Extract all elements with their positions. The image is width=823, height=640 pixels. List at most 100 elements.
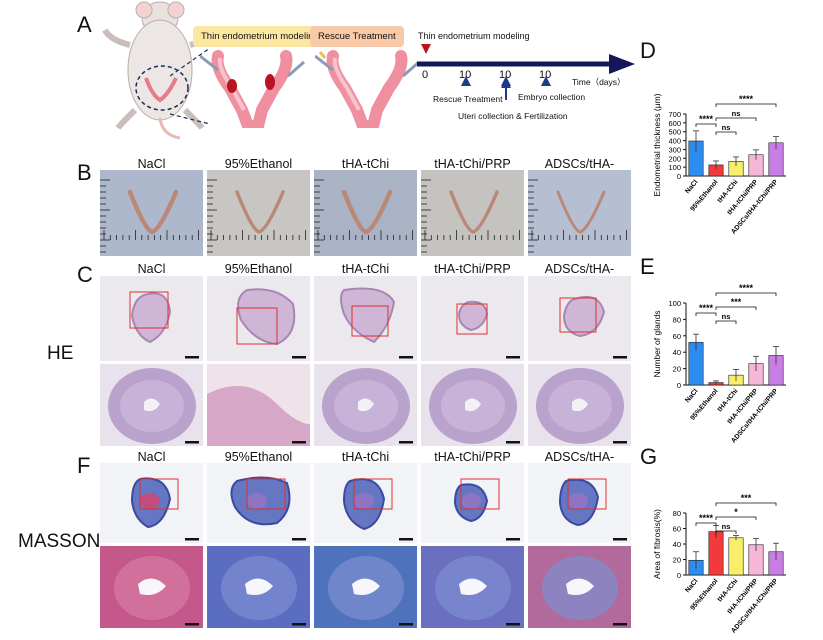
group-title: tHA-tChi [341,450,390,464]
significance-label: ns [732,109,741,118]
panel-letter-b: B [77,160,92,185]
significance-bracket [715,306,757,310]
group-title: 95%Ethanol [224,262,293,276]
significance-label: **** [699,303,714,313]
he-low-mag [207,276,310,361]
gross-photo [207,170,310,256]
y-tick-label: 500 [668,128,681,137]
significance-label: ns [722,123,731,132]
he-low-mag [421,276,524,361]
he-high-mag [314,364,417,446]
y-tick-label: 300 [668,145,681,154]
chart-g: 0 20 40 60 80 Area of fibrosis(%) NaCl 95%Ethan… [648,485,818,640]
he-high-mag [528,364,631,446]
gross-photo [100,170,203,256]
group-title: NaCl [137,157,166,171]
significance-bracket [695,123,717,127]
rescue-pill: Rescue Treatment [310,26,404,47]
masson-low-mag [100,463,203,543]
panel-letter-c: C [77,262,93,287]
y-tick-label: 40 [673,348,681,357]
panel-letter-f: F [77,453,91,478]
embryo-collection-note: Embryo collection [518,92,586,102]
gross-photo [314,170,417,256]
group-title: NaCl [137,450,166,464]
uterus-treated-illustration [314,48,420,132]
group-title: tHA-tChi/PRP [434,157,511,171]
significance-label: **** [699,114,714,124]
significance-bracket [715,117,757,121]
he-low-mag [528,276,631,361]
y-tick-label: 400 [668,137,681,146]
panel-letter-e: E [640,254,655,279]
y-tick-label: 100 [668,163,681,172]
stain-label-he: HE [47,343,74,364]
significance-label: * [734,507,738,517]
significance-label: **** [739,283,754,293]
group-title: 95%Ethanol [224,450,293,464]
masson-high-mag [100,546,203,628]
modeling-pill: Thin endometrium modeling [193,26,327,47]
y-tick-label: 0 [677,571,681,580]
panel-letter-g: G [640,444,658,469]
y-tick-label: 60 [673,332,681,341]
significance-bracket [695,312,717,316]
zoom-guide-lines [170,47,211,125]
masson-low-mag [314,463,417,543]
masson-low-mag [207,463,310,543]
panel-letter-a: A [77,12,92,37]
chart-e: 0 20 40 60 80 100 Number of glands NaCl 95%Ethan… [648,275,818,450]
gross-photo [421,170,524,256]
significance-bracket [715,530,737,534]
group-title: 95%Ethanol [224,157,293,171]
chart-d: 0 100 200 300 400 500 600 700 Endometrial thickn… [648,86,818,241]
masson-high-mag [528,546,631,628]
tick-0: 0 [422,69,429,81]
significance-label: *** [741,493,752,503]
masson-high-mag [421,546,524,628]
y-tick-label: 80 [673,509,681,518]
significance-bracket [695,522,717,526]
bar [728,537,744,576]
significance-label: ns [722,522,731,531]
y-tick-label: 20 [673,556,681,565]
significance-bracket [715,502,777,506]
timeline-arrow [417,44,635,100]
y-tick-label: 0 [677,381,681,390]
group-title: NaCl [137,262,166,276]
significance-label: **** [699,513,714,523]
x-tick-label: NaCl [684,578,699,594]
y-tick-label: 100 [668,299,681,308]
he-high-mag [421,364,524,446]
y-tick-label: 0 [677,172,681,181]
x-tick-label: NaCl [684,179,699,195]
bar [708,531,724,576]
y-tick-label: 200 [668,154,681,163]
y-tick-label: 80 [673,315,681,324]
tick-10a: 10 [459,69,472,81]
he-low-mag [314,276,417,361]
panel-letter-d: D [640,38,656,63]
masson-low-mag [421,463,524,543]
significance-label: ns [722,312,731,321]
uteri-collection-note: Uteri collection & Fertilization [458,111,568,121]
group-title: tHA-tChi/PRP [434,450,511,464]
tick-10b: 10 [499,69,512,81]
group-title: tHA-tChi/PRP [434,262,511,276]
significance-bracket [715,320,737,324]
gross-photo [528,170,631,256]
y-axis-label: Area of fibrosis(%) [652,509,662,579]
time-axis-label: Time（days） [572,77,626,87]
he-low-mag [100,276,203,361]
mouse-illustration [100,0,220,140]
significance-label: **** [739,94,754,104]
y-tick-label: 600 [668,119,681,128]
rescue-treatment-note: Rescue Treatment [433,94,503,104]
y-tick-label: 60 [673,525,681,534]
significance-bracket [715,292,777,296]
significance-label: *** [731,297,742,307]
masson-low-mag [528,463,631,543]
timeline-top-label: Thin endometrium modeling [418,31,530,41]
uterus-injured-illustration [199,48,305,132]
stain-label-masson: MASSON [18,531,101,552]
